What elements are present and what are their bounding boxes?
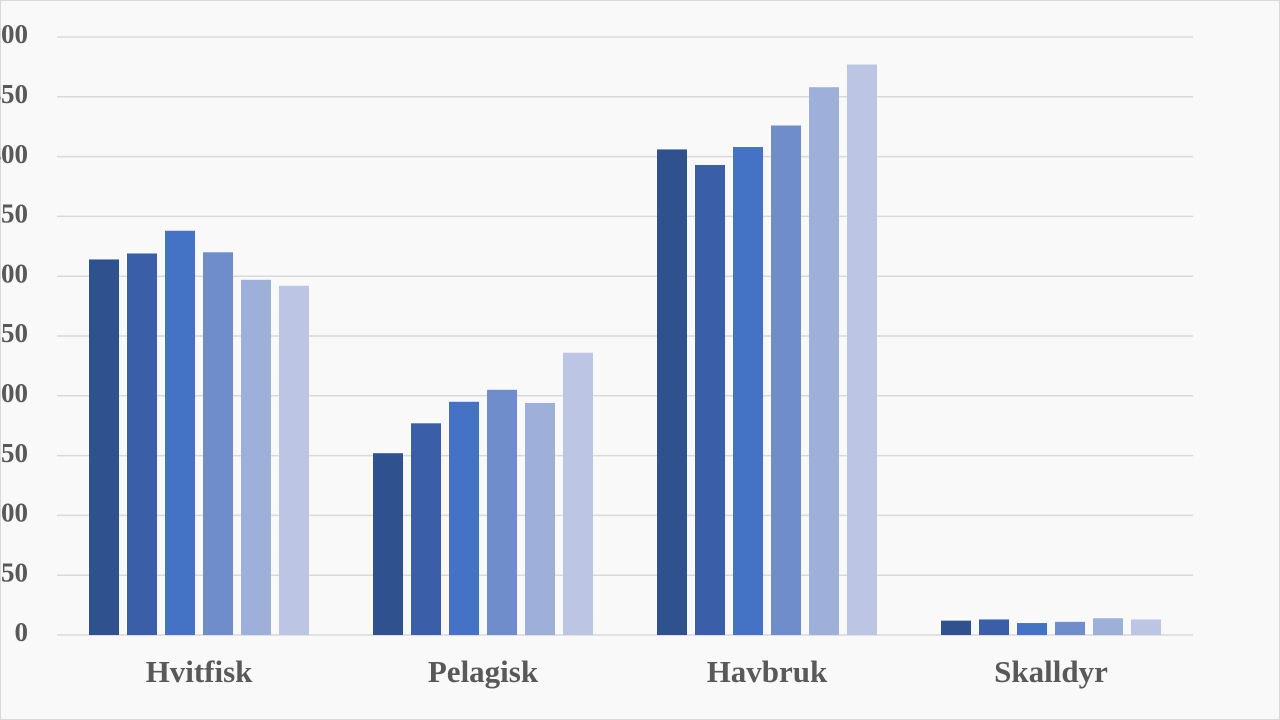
bar <box>979 619 1009 635</box>
y-tick-label: 300 <box>0 258 28 288</box>
bar <box>89 259 119 635</box>
bar <box>525 402 555 635</box>
y-tick-label: 250 <box>0 318 28 348</box>
y-tick-label: 150 <box>0 438 28 468</box>
bar <box>563 352 593 635</box>
y-tick-label: 50 <box>1 557 28 587</box>
y-tick-label: 500 <box>0 19 28 49</box>
bar <box>1055 621 1085 635</box>
bar <box>771 125 801 635</box>
bar <box>1017 623 1047 635</box>
y-tick-label: 200 <box>0 378 28 408</box>
bar <box>733 147 763 636</box>
x-tick-label: Skalldyr <box>994 654 1108 689</box>
bar <box>127 253 157 635</box>
bar <box>847 64 877 636</box>
bar <box>165 230 195 635</box>
y-tick-label: 100 <box>0 498 28 528</box>
bar <box>809 87 839 636</box>
bar <box>449 401 479 635</box>
bar <box>411 423 441 635</box>
x-tick-label: Hvitfisk <box>146 654 254 689</box>
x-tick-label: Havbruk <box>707 654 828 689</box>
x-tick-label: Pelagisk <box>428 654 539 689</box>
y-tick-label: 450 <box>0 79 28 109</box>
bar <box>941 620 971 635</box>
y-tick-label: 400 <box>0 139 28 169</box>
y-tick-label: 350 <box>0 199 28 229</box>
bar <box>1093 618 1123 635</box>
bar <box>241 279 271 635</box>
bar <box>1131 619 1161 635</box>
bar <box>373 453 403 635</box>
bar <box>203 252 233 635</box>
bar <box>487 389 517 635</box>
bar <box>657 149 687 635</box>
bar <box>695 164 725 636</box>
bar <box>279 285 309 635</box>
y-tick-label: 0 <box>15 617 29 647</box>
